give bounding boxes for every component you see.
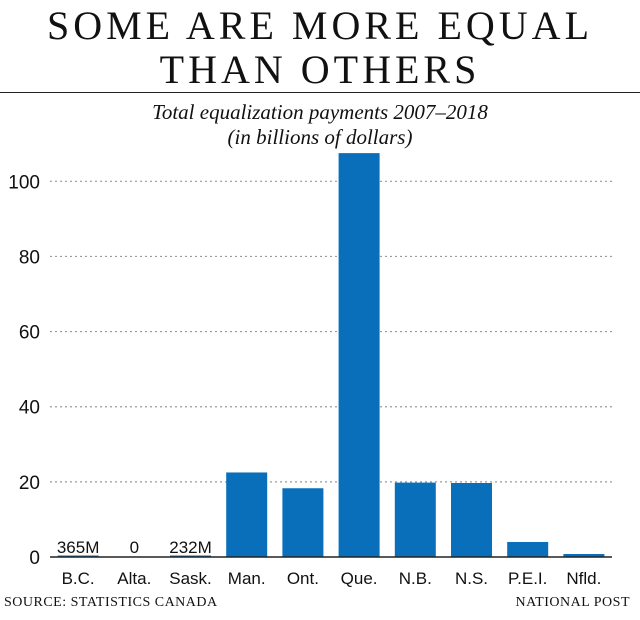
bar-que — [338, 153, 380, 557]
category-label: P.E.I. — [508, 569, 547, 588]
headline-line-2: THAN OTHERS — [159, 47, 481, 92]
bar-pei — [507, 541, 549, 557]
bar-man — [226, 472, 268, 557]
category-labels: B.C. Alta. Sask. Man. Ont. Que. N.B. N.S. P.E.I.… — [62, 569, 602, 588]
category-label: Nfld. — [566, 569, 601, 588]
bars — [57, 153, 605, 557]
y-tick-label: 0 — [29, 548, 40, 569]
data-label: 0 — [130, 538, 139, 557]
source-note: SOURCE: STATISTICS CANADA — [4, 595, 218, 610]
category-label: N.B. — [399, 569, 432, 588]
bar-ont — [282, 488, 324, 557]
category-label: B.C. — [62, 569, 95, 588]
bar-ns — [451, 482, 492, 557]
category-label: Alta. — [117, 569, 151, 588]
headline-rule — [0, 92, 640, 93]
category-label: N.S. — [455, 569, 488, 588]
category-label: Man. — [228, 569, 266, 588]
grid-lines — [50, 180, 612, 483]
y-tick-label: 40 — [19, 398, 40, 419]
chart-title: Total equalization payments 2007–2018 — [152, 100, 488, 124]
bar-nb — [394, 482, 436, 557]
bar-nfld — [563, 553, 605, 557]
credit-note: NATIONAL POST — [515, 595, 630, 610]
y-tick-label: 80 — [19, 247, 40, 268]
y-tick-label: 100 — [8, 172, 40, 193]
y-tick-labels: 0 20 40 60 80 100 — [8, 172, 40, 569]
headline-line-1: SOME ARE MORE EQUAL — [46, 3, 594, 48]
headline: SOME ARE MORE EQUAL THAN OTHERS — [0, 4, 640, 92]
chart-subtitle: (in billions of dollars) — [227, 125, 413, 149]
category-label: Ont. — [287, 569, 319, 588]
y-tick-label: 60 — [19, 323, 40, 344]
data-label: 365M — [57, 538, 100, 557]
category-label: Que. — [341, 569, 378, 588]
data-label: 232M — [169, 538, 212, 557]
chart-title-block: Total equalization payments 2007–2018 (i… — [0, 100, 640, 150]
y-tick-label: 20 — [19, 473, 40, 494]
category-label: Sask. — [169, 569, 212, 588]
data-labels: 365M 0 232M — [57, 538, 212, 557]
